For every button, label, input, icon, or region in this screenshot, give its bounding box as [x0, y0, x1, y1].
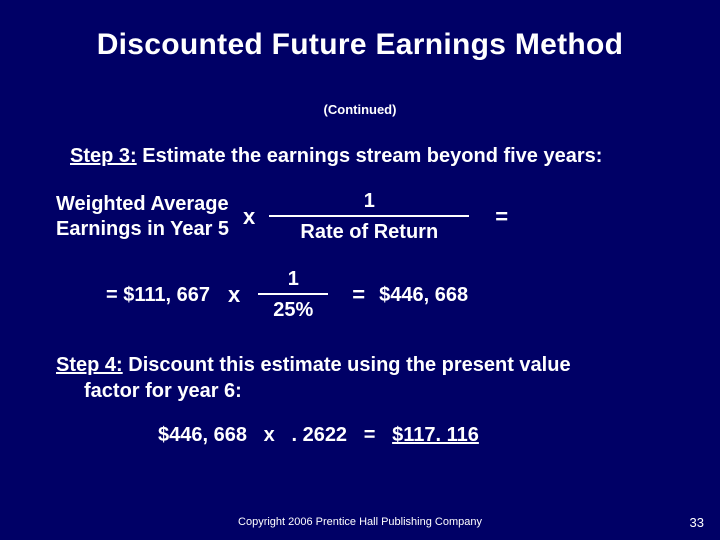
- multiply-operator-2: x: [210, 282, 258, 308]
- continued-label: (Continued): [28, 102, 692, 117]
- formula-2: = $111, 667 x 1 25% = $446, 668: [106, 268, 692, 322]
- copyright-footer: Copyright 2006 Prentice Hall Publishing …: [0, 516, 720, 528]
- multiply-operator: x: [229, 204, 269, 230]
- wa-line2: Earnings in Year 5: [56, 217, 229, 242]
- fraction-25pct: 1 25%: [258, 268, 328, 322]
- page-number: 33: [690, 515, 704, 530]
- fraction-rate: 1 Rate of Return: [269, 190, 469, 244]
- step4-label: Step 4:: [56, 354, 123, 376]
- calc-a: $446, 668: [158, 424, 247, 446]
- fraction2-numerator: 1: [284, 268, 303, 293]
- slide: Discounted Future Earnings Method (Conti…: [0, 0, 720, 540]
- step4-text2: factor for year 6:: [84, 378, 692, 404]
- calc-op2: =: [364, 424, 376, 446]
- step3-label: Step 3:: [70, 145, 137, 167]
- equals-sign-2: =: [328, 282, 379, 308]
- fraction2-denominator: 25%: [269, 295, 317, 322]
- formula2-left: = $111, 667: [106, 284, 210, 307]
- step3-line: Step 3: Estimate the earnings stream bey…: [70, 145, 692, 168]
- fraction-numerator: 1: [360, 190, 379, 215]
- calc-line: $446, 668 x . 2622 = $117. 116: [158, 424, 692, 447]
- formula-1: Weighted Average Earnings in Year 5 x 1 …: [56, 190, 692, 244]
- formula2-result: $446, 668: [379, 284, 468, 307]
- step4-text1: Discount this estimate using the present…: [123, 354, 571, 376]
- weighted-average-block: Weighted Average Earnings in Year 5: [56, 192, 229, 242]
- slide-title: Discounted Future Earnings Method: [28, 28, 692, 62]
- step3-text: Estimate the earnings stream beyond five…: [137, 145, 603, 167]
- fraction-denominator: Rate of Return: [296, 217, 442, 244]
- wa-line1: Weighted Average: [56, 192, 229, 217]
- calc-op1: x: [264, 424, 275, 446]
- calc-result: $117. 116: [392, 424, 479, 446]
- equals-sign: =: [469, 204, 526, 230]
- step4-line: Step 4: Discount this estimate using the…: [56, 352, 692, 404]
- calc-b: . 2622: [291, 424, 347, 446]
